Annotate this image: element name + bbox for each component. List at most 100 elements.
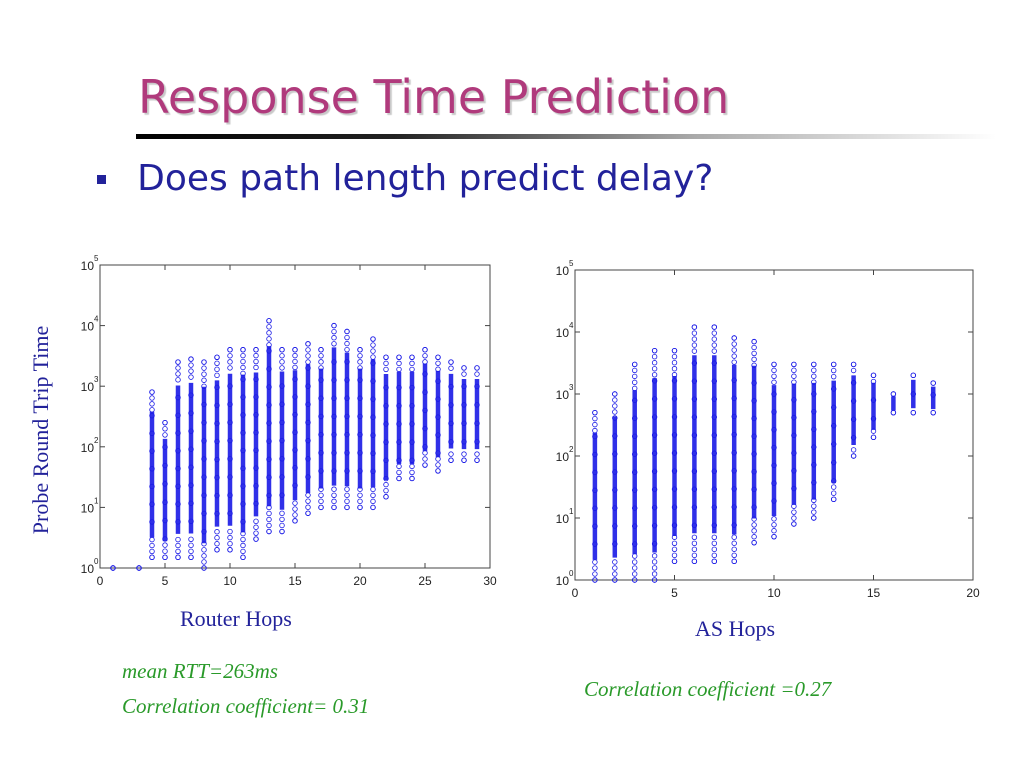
data-point	[831, 423, 837, 429]
data-point	[149, 548, 155, 555]
data-point	[631, 433, 638, 439]
data-point	[149, 407, 155, 413]
data-point	[318, 365, 324, 371]
data-point	[240, 352, 246, 359]
data-point	[409, 421, 415, 427]
data-point	[612, 403, 618, 409]
y-tick-label: 102	[556, 445, 574, 464]
data-point	[612, 571, 618, 577]
data-point-max	[188, 356, 194, 362]
data-column	[811, 361, 817, 521]
data-point-min	[811, 515, 817, 521]
data-point	[279, 383, 285, 389]
data-point	[370, 354, 376, 360]
slide-title: Response Time Prediction	[138, 70, 730, 124]
data-point	[435, 450, 441, 456]
data-point	[435, 432, 441, 438]
data-point	[651, 553, 658, 559]
data-point	[691, 468, 698, 474]
data-point	[771, 391, 777, 397]
y-tick-base: 10	[556, 326, 570, 340]
data-point	[227, 492, 233, 498]
data-point	[631, 559, 638, 565]
data-point-min	[422, 462, 428, 468]
x-tick-label: 20	[353, 574, 367, 588]
data-point	[791, 367, 797, 374]
data-point	[671, 366, 678, 372]
data-point	[396, 360, 402, 367]
data-column	[279, 347, 285, 535]
data-column	[253, 347, 259, 542]
data-point	[831, 490, 837, 496]
x-tick-label: 15	[867, 586, 881, 600]
data-point-min	[435, 468, 441, 474]
data-point	[292, 411, 298, 418]
data-point	[671, 372, 678, 378]
data-point	[870, 397, 877, 403]
data-point	[201, 456, 207, 462]
data-point-min	[731, 558, 737, 565]
data-point	[357, 395, 363, 401]
data-column	[691, 324, 698, 565]
data-point	[631, 505, 638, 511]
data-point	[751, 350, 757, 357]
data-point	[240, 358, 246, 365]
data-point	[592, 565, 598, 571]
data-column	[149, 389, 155, 561]
data-point	[691, 504, 698, 510]
data-point	[292, 512, 298, 518]
data-point	[671, 450, 678, 456]
data-point	[188, 374, 194, 380]
data-point	[383, 384, 389, 391]
data-point-min	[631, 577, 638, 583]
data-column	[422, 347, 428, 468]
data-point	[253, 483, 259, 489]
data-point	[791, 485, 797, 492]
data-point-max	[422, 347, 428, 353]
data-point	[612, 409, 618, 415]
data-point	[612, 505, 618, 511]
y-tick-base: 10	[556, 512, 570, 526]
y-tick-base: 10	[81, 562, 95, 576]
data-point	[422, 359, 428, 365]
data-point	[292, 358, 298, 365]
data-point	[612, 565, 618, 571]
data-point-min	[318, 504, 324, 511]
data-point	[870, 428, 877, 434]
y-tick-base: 10	[81, 441, 95, 455]
data-point	[791, 515, 797, 521]
data-point	[201, 553, 207, 559]
data-point	[870, 416, 877, 422]
y-tick-label: 101	[556, 507, 574, 526]
data-point	[831, 373, 837, 380]
data-point-max	[318, 347, 324, 353]
data-point-max	[409, 354, 415, 360]
data-point	[731, 534, 737, 540]
data-point	[831, 386, 837, 392]
x-tick-label: 10	[223, 574, 237, 588]
data-point	[266, 348, 272, 354]
data-point	[671, 396, 678, 402]
x-tick-label: 0	[97, 574, 104, 588]
data-point	[227, 437, 233, 444]
data-point	[671, 534, 678, 540]
data-point	[149, 483, 155, 490]
data-point	[162, 426, 168, 432]
data-point-min	[383, 494, 389, 500]
data-point	[396, 384, 402, 391]
data-point	[331, 492, 337, 498]
data-point	[305, 359, 311, 365]
data-point-min	[110, 565, 116, 571]
data-point-max	[370, 336, 376, 342]
data-point	[592, 469, 598, 476]
data-point-min	[136, 565, 142, 571]
data-point	[214, 372, 220, 379]
data-point	[691, 336, 698, 342]
data-point	[751, 398, 757, 404]
data-column	[383, 354, 389, 500]
data-point	[331, 498, 337, 505]
data-point-min	[396, 475, 402, 482]
data-point	[188, 392, 194, 398]
data-column	[448, 359, 454, 463]
data-point	[396, 439, 402, 445]
